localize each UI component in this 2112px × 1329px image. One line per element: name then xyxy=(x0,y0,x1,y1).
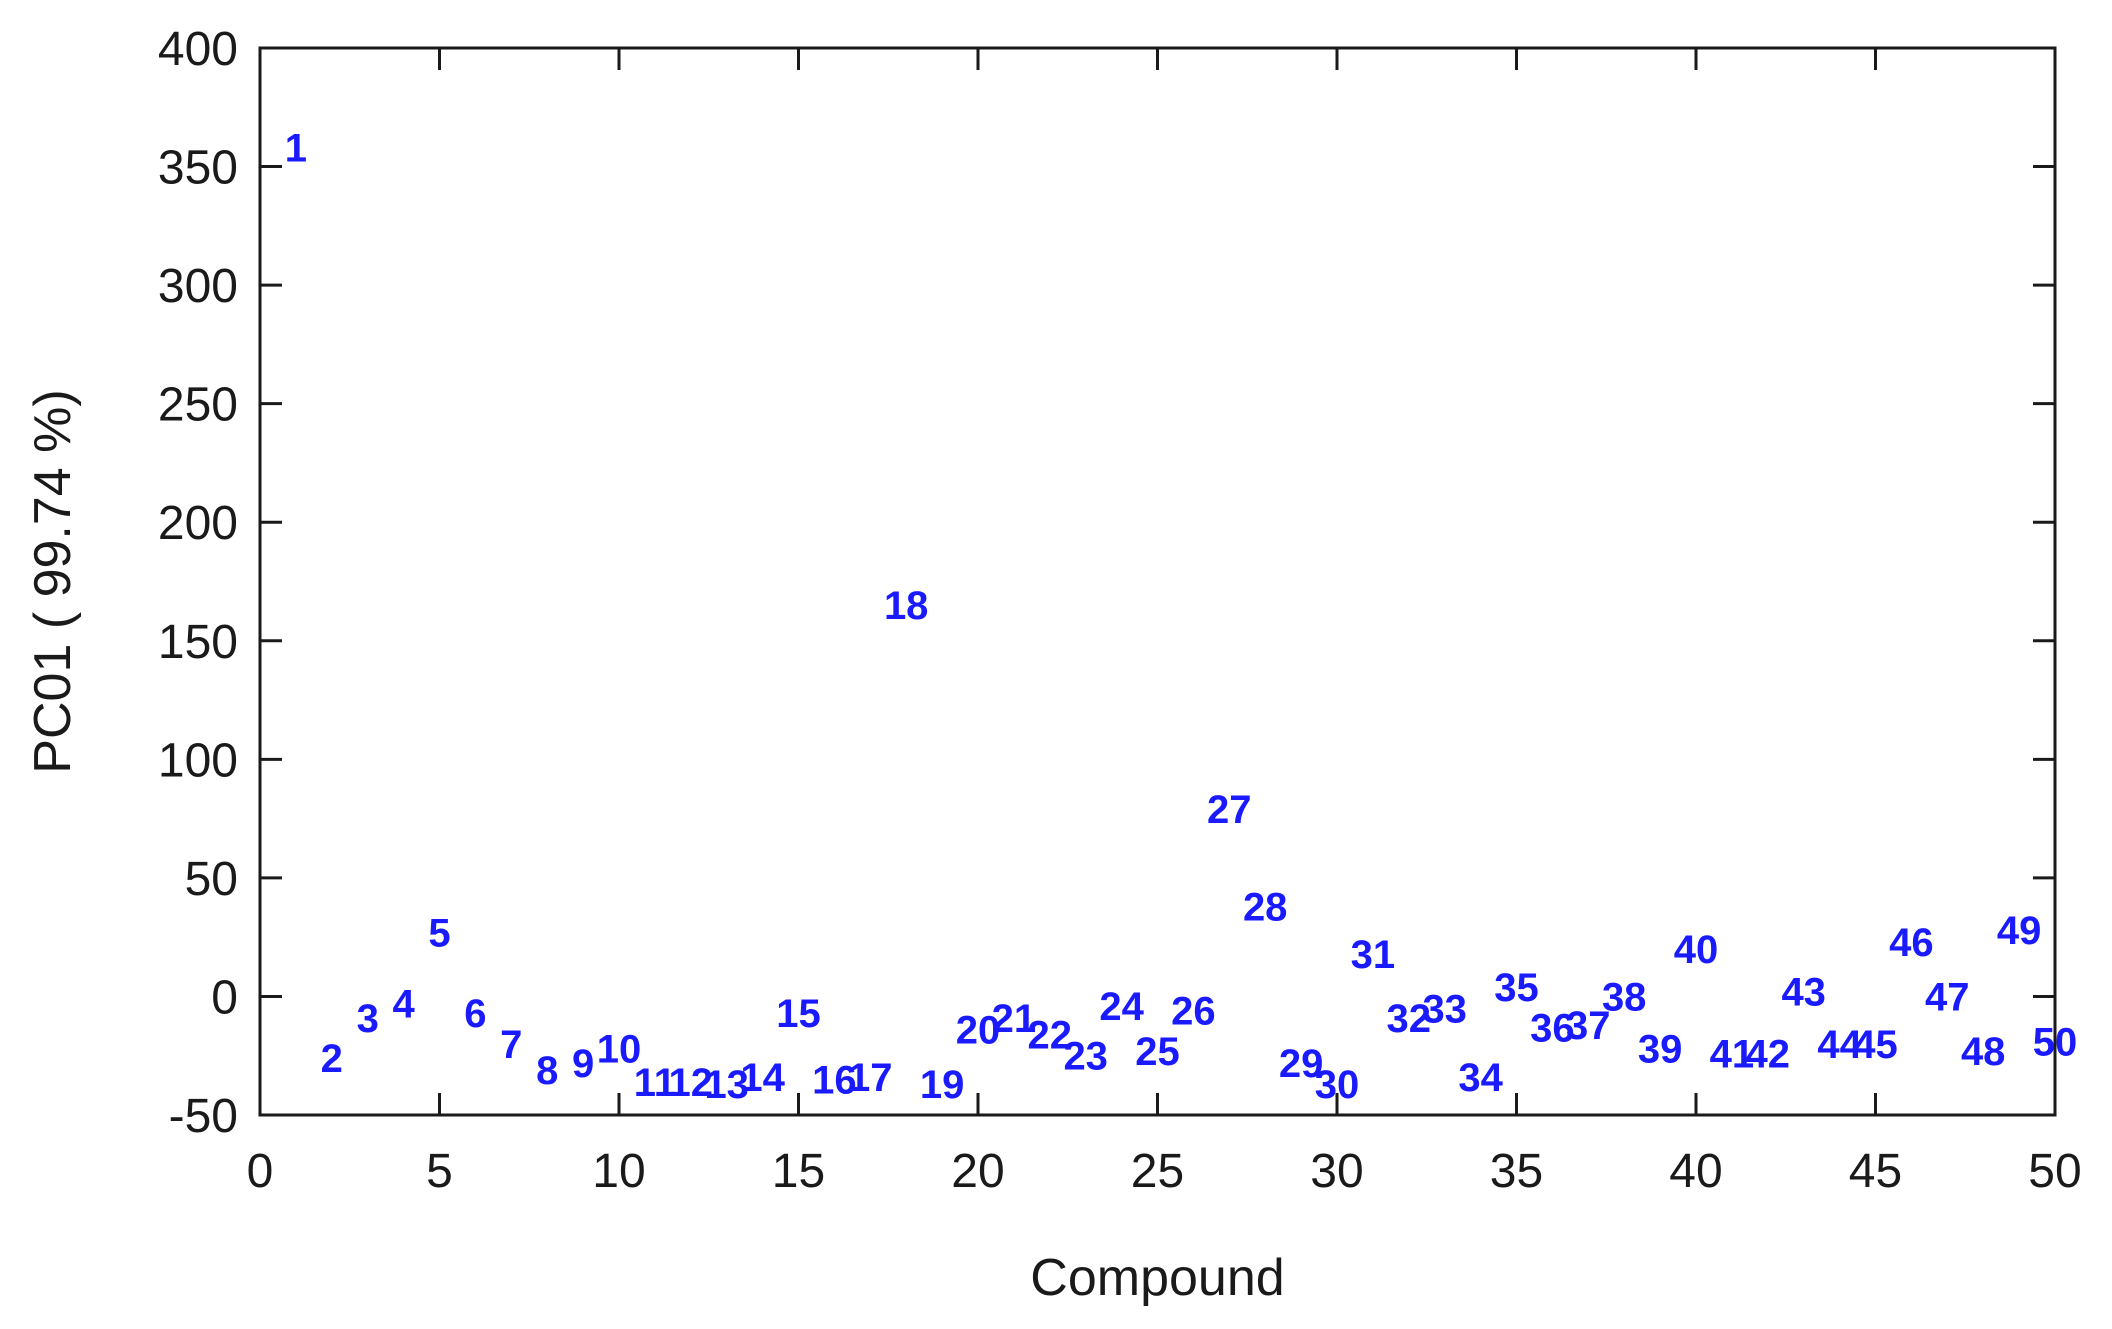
x-tick-label: 5 xyxy=(426,1145,453,1198)
data-point-label: 11 xyxy=(634,1061,676,1105)
x-tick-label: 45 xyxy=(1849,1145,1902,1198)
data-point-label: 36 xyxy=(1530,1006,1575,1050)
data-point-label: 2 xyxy=(321,1037,343,1081)
data-point-label: 10 xyxy=(597,1028,642,1072)
data-point-label: 42 xyxy=(1746,1032,1791,1076)
data-point-label: 3 xyxy=(357,997,379,1041)
x-tick-label: 40 xyxy=(1669,1145,1722,1198)
y-axis-title: PC01 ( 99.74 %) xyxy=(24,389,82,773)
y-tick-label: 350 xyxy=(158,142,238,195)
x-tick-label: 30 xyxy=(1310,1145,1363,1198)
data-point-label: 38 xyxy=(1602,975,1647,1019)
data-point-label: 7 xyxy=(500,1023,522,1067)
data-point-label: 16 xyxy=(812,1058,857,1102)
data-point-label: 46 xyxy=(1889,921,1934,965)
data-point-label: 8 xyxy=(536,1049,558,1093)
y-tick-label: 300 xyxy=(158,260,238,313)
data-point-label: 23 xyxy=(1063,1035,1108,1079)
data-point-label: 48 xyxy=(1961,1030,2006,1074)
data-point-label: 18 xyxy=(884,584,929,628)
data-point-label: 20 xyxy=(956,1009,1001,1053)
data-point-label: 13 xyxy=(704,1063,749,1107)
data-point-label: 27 xyxy=(1207,788,1252,832)
data-point-label: 19 xyxy=(920,1063,965,1107)
data-point-label: 6 xyxy=(464,992,486,1036)
x-tick-label: 20 xyxy=(951,1145,1004,1198)
data-point-label: 22 xyxy=(1028,1013,1073,1057)
x-tick-label: 15 xyxy=(772,1145,825,1198)
x-tick-label: 50 xyxy=(2028,1145,2081,1198)
data-point-label: 12 xyxy=(669,1061,714,1105)
data-point-label: 45 xyxy=(1853,1023,1898,1067)
data-point-label: 25 xyxy=(1135,1030,1180,1074)
data-point-label: 50 xyxy=(2033,1020,2078,1064)
y-tick-label: 400 xyxy=(158,23,238,76)
data-point-label: 24 xyxy=(1099,985,1144,1029)
data-point-label: 9 xyxy=(572,1042,594,1086)
data-point-label: 47 xyxy=(1925,975,1970,1019)
x-axis-ticks: 0 5 10 15 20 25 30 35 40 45 50 xyxy=(247,48,2082,1198)
y-tick-label: 0 xyxy=(211,971,238,1024)
data-point-label: 17 xyxy=(848,1056,893,1100)
y-tick-label: 200 xyxy=(158,497,238,550)
data-point-label: 29 xyxy=(1279,1042,1324,1086)
x-tick-label: 0 xyxy=(247,1145,274,1198)
data-point-label: 34 xyxy=(1458,1056,1503,1100)
data-point-label: 26 xyxy=(1171,990,1216,1034)
y-tick-label: 150 xyxy=(158,616,238,669)
y-axis-ticks: -50 0 50 100 150 200 250 300 350 400 xyxy=(158,23,2055,1143)
data-point-label: 43 xyxy=(1781,971,1826,1015)
data-point-label: 32 xyxy=(1387,997,1432,1041)
data-point-label: 31 xyxy=(1351,933,1396,977)
data-point-label: 1 xyxy=(285,127,307,171)
data-point-label: 4 xyxy=(392,983,415,1027)
plot-area-frame xyxy=(258,46,2057,1117)
y-tick-label: 100 xyxy=(158,734,238,787)
data-point-label: 33 xyxy=(1422,987,1467,1031)
x-tick-label: 10 xyxy=(592,1145,645,1198)
x-axis-title: Compound xyxy=(1030,1249,1284,1307)
data-point-label: 37 xyxy=(1566,1004,1611,1048)
data-point-label: 30 xyxy=(1315,1063,1360,1107)
data-point-label: 41 xyxy=(1710,1032,1755,1076)
x-tick-label: 35 xyxy=(1490,1145,1543,1198)
data-point-label: 35 xyxy=(1494,966,1539,1010)
data-point-label: 28 xyxy=(1243,885,1288,929)
y-tick-label: 50 xyxy=(185,853,238,906)
x-tick-label: 25 xyxy=(1131,1145,1184,1198)
data-point-label: 21 xyxy=(992,997,1037,1041)
data-point-label: 5 xyxy=(428,911,450,955)
data-point-label: 14 xyxy=(740,1056,785,1100)
data-point-label: 49 xyxy=(1997,909,2042,953)
y-tick-label: -50 xyxy=(169,1090,238,1143)
data-point-label: 15 xyxy=(776,992,821,1036)
data-point-label: 39 xyxy=(1638,1028,1683,1072)
data-point-label: 44 xyxy=(1817,1023,1862,1067)
y-tick-label: 250 xyxy=(158,379,238,432)
data-point-label: 40 xyxy=(1674,928,1719,972)
